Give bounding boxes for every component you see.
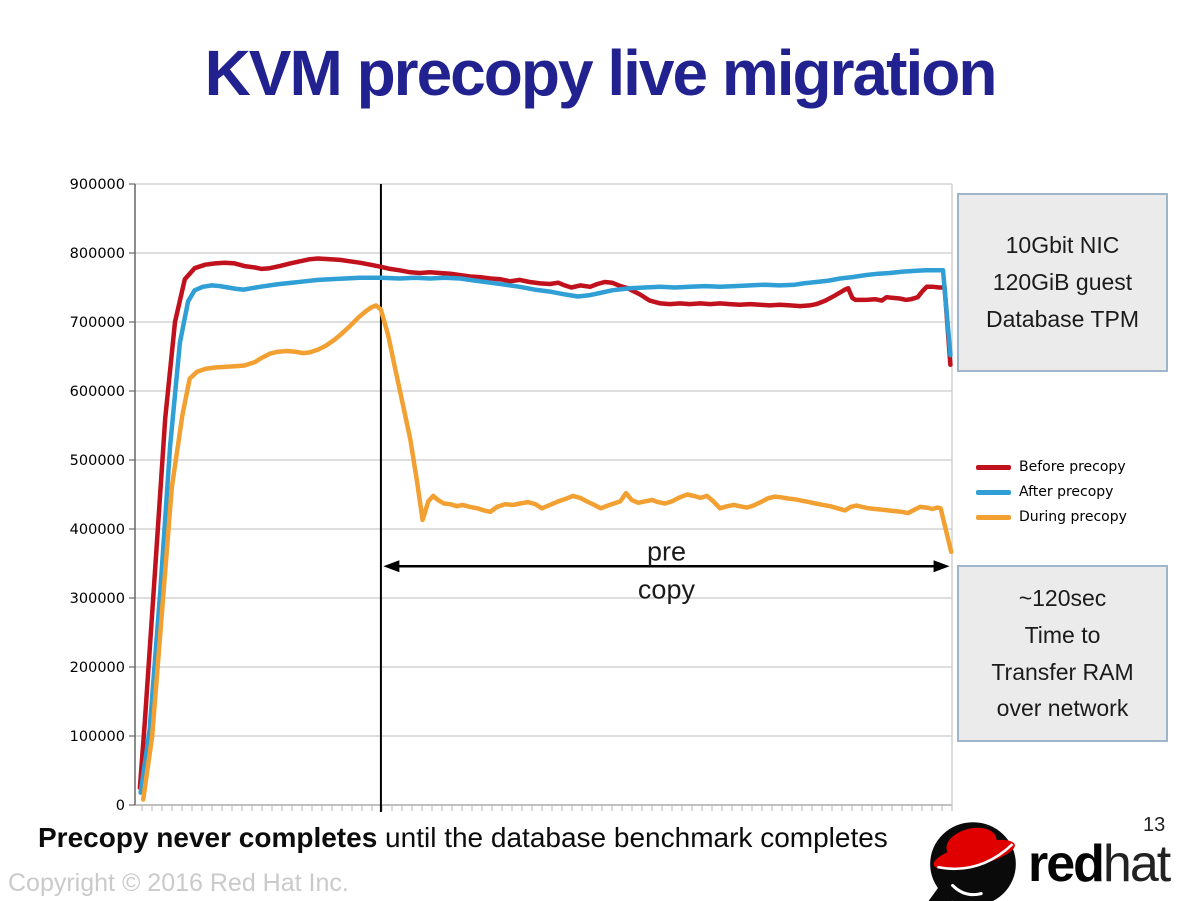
page-title: KVM precopy live migration	[204, 37, 998, 109]
y-tick-label: 700000	[70, 315, 125, 331]
y-tick-label: 200000	[70, 660, 125, 676]
legend-swatch	[976, 464, 1011, 470]
series-before-precopy	[137, 256, 953, 791]
chart-legend: Before precopy After precopy During precop…	[976, 459, 1127, 534]
y-tick-label: 400000	[70, 522, 125, 538]
config-callout-box: 10Gbit NIC 120GiB guest Database TPM	[957, 193, 1168, 372]
y-tick-label: 300000	[70, 591, 125, 607]
legend-swatch	[976, 489, 1011, 495]
legend-item: During precopy	[976, 509, 1127, 525]
y-tick-label: 0	[116, 798, 125, 814]
copyright-text: Copyright © 2016 Red Hat Inc.	[8, 869, 349, 897]
legend-item: Before precopy	[976, 459, 1127, 475]
slide-caption: Precopy never completes until the databa…	[38, 822, 888, 854]
precopy-label-line2: copy	[638, 574, 696, 604]
precopy-label-line1: pre	[647, 536, 686, 566]
y-tick-label: 500000	[70, 453, 125, 469]
caption-regular-text: until the database benchmark completes	[377, 822, 888, 853]
redhat-fedora-icon	[928, 822, 1016, 901]
logo-word-red: red	[1028, 835, 1105, 893]
page-number: 13	[1143, 814, 1166, 836]
legend-label: During precopy	[1019, 509, 1127, 525]
arrowhead-right	[933, 560, 950, 573]
legend-swatch	[976, 514, 1011, 520]
arrowhead-left	[383, 560, 400, 573]
legend-item: After precopy	[976, 484, 1127, 500]
y-tick-label: 100000	[70, 729, 125, 745]
y-tick-label: 800000	[70, 246, 125, 262]
redhat-wordmark: redhat	[1028, 835, 1171, 893]
series-after-precopy	[138, 268, 953, 795]
series-during-precopy	[140, 303, 954, 802]
transfer-time-callout-box: ~120sec Time to Transfer RAM over networ…	[957, 565, 1168, 742]
redhat-logo: redhat	[922, 816, 1192, 901]
y-tick-label: 600000	[70, 384, 125, 400]
y-tick-label: 900000	[70, 177, 125, 193]
logo-word-hat: hat	[1102, 835, 1171, 893]
caption-bold-text: Precopy never completes	[38, 822, 378, 853]
legend-label: Before precopy	[1019, 459, 1126, 475]
legend-label: After precopy	[1019, 484, 1114, 500]
